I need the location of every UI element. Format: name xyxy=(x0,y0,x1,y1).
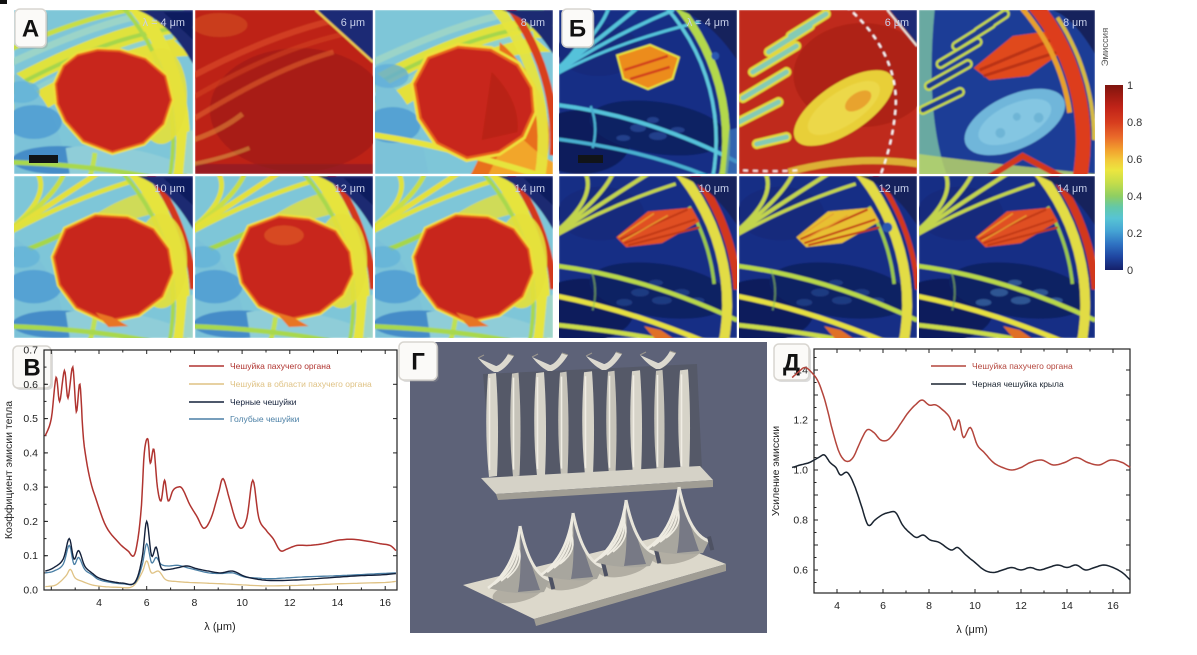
svg-text:λ = 4 μm: λ = 4 μm xyxy=(687,17,729,29)
svg-text:6: 6 xyxy=(144,597,150,609)
svg-text:Усиление эмиссии: Усиление эмиссии xyxy=(770,426,782,516)
svg-text:0.8: 0.8 xyxy=(793,515,808,527)
svg-text:Д: Д xyxy=(783,350,800,377)
svg-text:Голубые чешуйки: Голубые чешуйки xyxy=(230,414,300,424)
svg-text:14 μm: 14 μm xyxy=(515,183,545,195)
svg-text:Б: Б xyxy=(569,16,586,43)
svg-text:8: 8 xyxy=(926,600,932,612)
svg-text:1.2: 1.2 xyxy=(793,415,808,427)
svg-text:λ = 4 μm: λ = 4 μm xyxy=(143,17,185,29)
svg-text:6 μm: 6 μm xyxy=(885,17,909,29)
svg-text:Черные чешуйки: Черные чешуйки xyxy=(230,397,297,407)
svg-text:0.6: 0.6 xyxy=(23,379,38,391)
svg-text:Эмиссия: Эмиссия xyxy=(1100,28,1111,67)
svg-text:12: 12 xyxy=(1015,600,1027,612)
svg-text:Г: Г xyxy=(411,349,425,376)
svg-text:0.4: 0.4 xyxy=(1127,191,1142,203)
svg-text:8: 8 xyxy=(191,597,197,609)
svg-text:0.6: 0.6 xyxy=(793,565,808,577)
svg-text:1: 1 xyxy=(1127,80,1133,92)
svg-text:10 μm: 10 μm xyxy=(154,183,185,195)
svg-text:12: 12 xyxy=(284,597,296,609)
svg-text:0.2: 0.2 xyxy=(23,516,38,528)
svg-text:А: А xyxy=(22,16,39,43)
svg-text:0.7: 0.7 xyxy=(23,345,38,357)
svg-text:Чешуйка в области пахучего орг: Чешуйка в области пахучего органа xyxy=(230,379,372,389)
svg-text:0.1: 0.1 xyxy=(23,550,38,562)
svg-text:0: 0 xyxy=(1127,265,1133,277)
svg-text:12 μm: 12 μm xyxy=(879,183,909,195)
svg-text:10 μm: 10 μm xyxy=(699,183,729,195)
svg-text:λ (μm): λ (μm) xyxy=(204,621,235,633)
svg-text:0.8: 0.8 xyxy=(1127,117,1142,129)
svg-text:0.2: 0.2 xyxy=(1127,228,1142,240)
svg-text:λ (μm): λ (μm) xyxy=(956,624,987,636)
svg-text:6: 6 xyxy=(880,600,886,612)
svg-text:Чешуйка пахучего органа: Чешуйка пахучего органа xyxy=(230,361,331,371)
svg-text:16: 16 xyxy=(379,597,391,609)
svg-text:0.6: 0.6 xyxy=(1127,154,1142,166)
svg-text:14: 14 xyxy=(1061,600,1073,612)
svg-text:0.4: 0.4 xyxy=(23,447,38,459)
svg-text:4: 4 xyxy=(834,600,840,612)
svg-text:0.3: 0.3 xyxy=(23,482,38,494)
svg-text:4: 4 xyxy=(96,597,102,609)
svg-text:14: 14 xyxy=(332,597,344,609)
svg-text:0.0: 0.0 xyxy=(23,585,38,597)
svg-text:1.0: 1.0 xyxy=(793,465,808,477)
svg-text:8 μm: 8 μm xyxy=(521,17,545,29)
svg-text:0.5: 0.5 xyxy=(23,413,38,425)
svg-text:8 μm: 8 μm xyxy=(1063,17,1087,29)
svg-text:Чешуйка пахучего органа: Чешуйка пахучего органа xyxy=(972,361,1073,371)
svg-text:10: 10 xyxy=(236,597,248,609)
svg-text:Коэффициент эмисии тепла: Коэффициент эмисии тепла xyxy=(3,401,15,539)
svg-text:В: В xyxy=(23,355,40,382)
svg-text:6 μm: 6 μm xyxy=(341,17,365,29)
svg-text:10: 10 xyxy=(969,600,981,612)
svg-text:12 μm: 12 μm xyxy=(335,183,365,195)
svg-text:Черная чешуйка крыла: Черная чешуйка крыла xyxy=(972,379,1064,389)
svg-text:14 μm: 14 μm xyxy=(1057,183,1087,195)
svg-text:16: 16 xyxy=(1107,600,1119,612)
